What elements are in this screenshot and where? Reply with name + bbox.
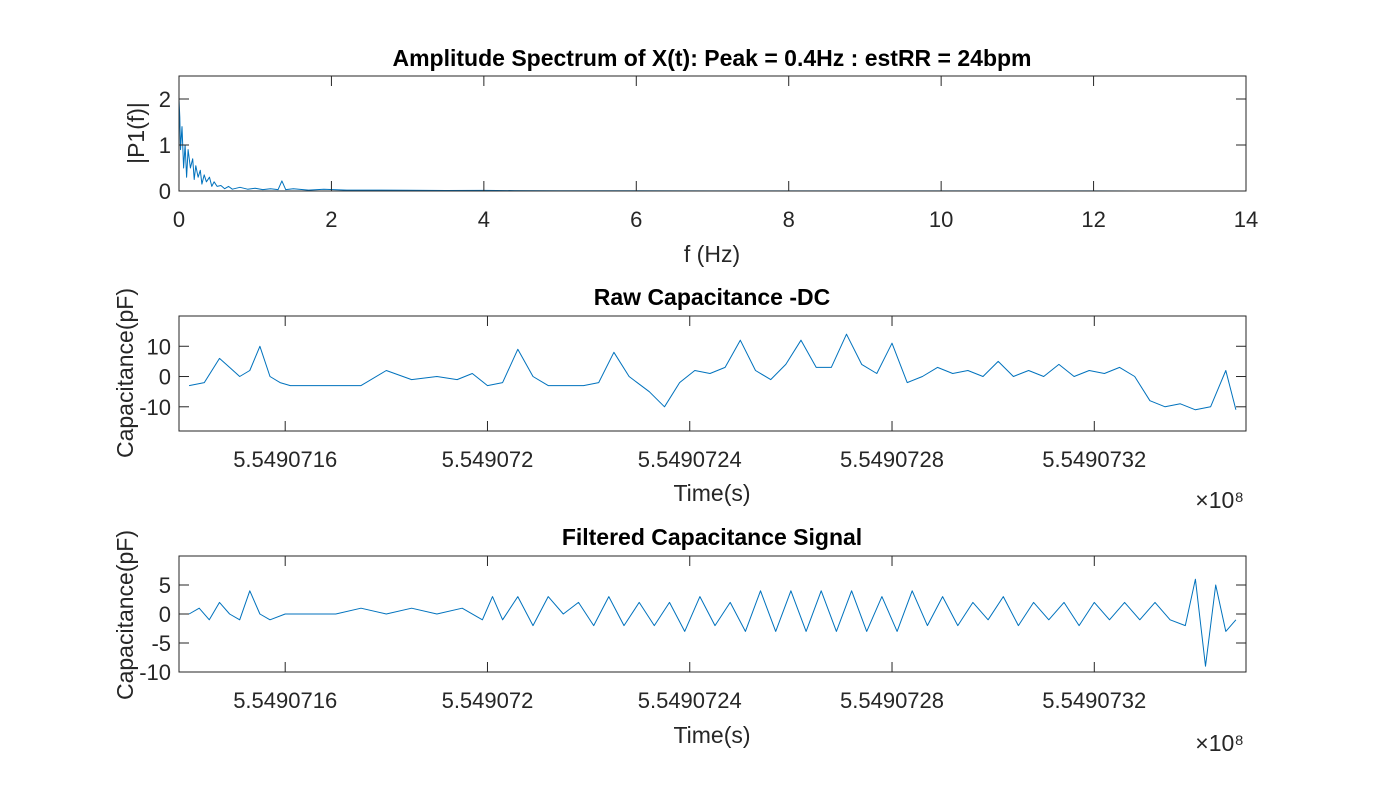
filtered-axes-box	[178, 555, 1247, 673]
filtered-xtick-label: 5.5490716	[233, 688, 337, 713]
spectrum-title: Amplitude Spectrum of X(t): Peak = 0.4Hz…	[392, 45, 1031, 71]
raw-ytick-label: -10	[139, 395, 171, 420]
filtered-xtick-label: 5.5490724	[638, 688, 742, 713]
raw-xtick-label: 5.5490732	[1042, 447, 1146, 472]
panel-spectrum: Amplitude Spectrum of X(t): Peak = 0.4Hz…	[123, 45, 1258, 267]
raw-ylabel: Capacitance(pF)	[112, 288, 138, 458]
spectrum-xtick-label: 10	[929, 207, 953, 232]
raw-xtick-label: 5.5490716	[233, 447, 337, 472]
filtered-ytick-label: 0	[159, 602, 171, 627]
panel-raw: Raw Capacitance -DC Capacitance(pF) Time…	[112, 284, 1247, 513]
spectrum-ylabel: |P1(f)|	[123, 102, 149, 164]
spectrum-series-line-0	[179, 98, 1208, 191]
filtered-exponent: ×10⁸	[1195, 730, 1244, 756]
raw-series-line-0	[189, 333, 1237, 411]
filtered-ylabel: Capacitance(pF)	[112, 530, 138, 700]
filtered-ytick-label: 5	[159, 573, 171, 598]
spectrum-xtick-label: 12	[1081, 207, 1105, 232]
spectrum-ytick-label: 2	[159, 87, 171, 112]
spectrum-xtick-label: 4	[478, 207, 490, 232]
spectrum-axes-box	[178, 75, 1247, 192]
spectrum-xtick-label: 0	[173, 207, 185, 232]
filtered-ytick-label: -10	[139, 660, 171, 685]
spectrum-ytick-label: 1	[159, 133, 171, 158]
spectrum-xtick-label: 14	[1234, 207, 1258, 232]
raw-exponent: ×10⁸	[1195, 487, 1244, 513]
filtered-axes: 5.5490716 5.549072 5.5490724 5.5490728 5.549…	[139, 555, 1247, 713]
spectrum-xtick-label: 2	[325, 207, 337, 232]
raw-axes: 5.5490716 5.549072 5.5490724 5.5490728 5.549…	[139, 315, 1247, 472]
filtered-xlabel: Time(s)	[673, 722, 750, 748]
raw-ytick-label: 10	[147, 334, 171, 359]
raw-xtick-label: 5.549072	[442, 447, 534, 472]
filtered-ytick-label: -5	[151, 631, 171, 656]
filtered-xtick-label: 5.5490732	[1042, 688, 1146, 713]
raw-xlabel: Time(s)	[673, 480, 750, 506]
raw-axes-box	[178, 315, 1247, 432]
raw-title: Raw Capacitance -DC	[594, 284, 830, 310]
filtered-series-line-0	[188, 578, 1237, 667]
spectrum-xlabel: f (Hz)	[684, 241, 740, 267]
raw-ytick-label: 0	[159, 365, 171, 390]
raw-xtick-label: 5.5490728	[840, 447, 944, 472]
spectrum-ytick-label: 0	[159, 179, 171, 204]
filtered-xtick-label: 5.5490728	[840, 688, 944, 713]
spectrum-xtick-label: 6	[630, 207, 642, 232]
spectrum-xtick-label: 8	[783, 207, 795, 232]
panel-filtered: Filtered Capacitance Signal Capacitance(…	[112, 524, 1247, 756]
raw-xtick-label: 5.5490724	[638, 447, 742, 472]
filtered-xtick-label: 5.549072	[442, 688, 534, 713]
filtered-title: Filtered Capacitance Signal	[562, 524, 862, 550]
